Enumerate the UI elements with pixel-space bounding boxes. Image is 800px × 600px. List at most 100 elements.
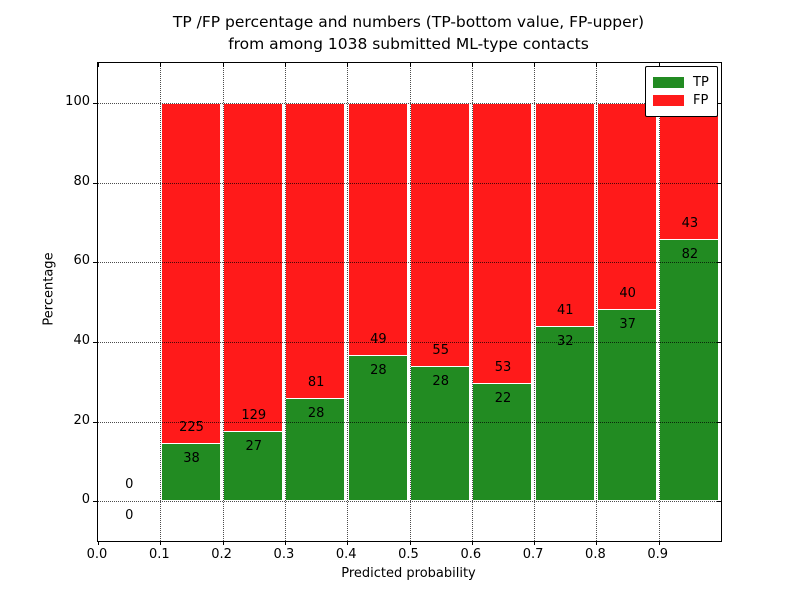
x-tick-label: 0.7 <box>522 547 544 562</box>
fp-bar-segment <box>473 102 532 385</box>
tp-legend-swatch <box>653 77 684 88</box>
x-tick-label: 0.4 <box>335 547 357 562</box>
x-tick-mark <box>347 541 349 545</box>
legend-item-label: FP <box>693 93 709 108</box>
y-tick-label: 80 <box>73 173 90 189</box>
x-tick-label: 0.2 <box>211 547 232 562</box>
tp-bar-segment <box>224 432 283 502</box>
x-tick-mark <box>98 63 99 67</box>
chart-title-line2: from among 1038 submitted ML-type contac… <box>228 35 589 53</box>
tp-bar-segment <box>286 398 345 502</box>
fp-count-label: 129 <box>241 408 267 424</box>
x-tick-mark <box>534 541 536 545</box>
tp-count-label: 38 <box>183 450 200 466</box>
x-tick-mark <box>409 541 411 545</box>
y-tick-mark <box>93 102 97 104</box>
tp-bar-segment <box>348 356 407 502</box>
fp-bar-segment <box>597 102 656 310</box>
tp-bar-segment <box>660 239 719 502</box>
tp-count-label: 22 <box>494 391 512 407</box>
tp-count-label: 0 <box>125 508 134 524</box>
x-tick-mark <box>347 63 349 67</box>
x-tick-mark <box>284 541 286 545</box>
y-tick-mark <box>717 182 721 184</box>
fp-count-label: 0 <box>125 477 134 493</box>
x-gridline <box>347 63 349 541</box>
y-tick-mark <box>717 341 721 343</box>
tp-bar-segment <box>411 366 469 502</box>
fp-count-label: 55 <box>432 342 449 358</box>
chart-title-line1: TP /FP percentage and numbers (TP-bottom… <box>172 13 645 31</box>
x-gridline <box>658 63 660 541</box>
y-tick-label: 60 <box>73 253 90 269</box>
x-tick-label: 0.6 <box>460 547 482 562</box>
y-tick-mark <box>717 102 721 104</box>
plot-area: 0 0 225 38 129 27 81 28 49 28 55 28 53 22 41 32 40 37 43 82 <box>93 62 722 545</box>
x-tick-mark <box>596 63 598 67</box>
x-gridline <box>471 63 473 541</box>
fp-count-label: 53 <box>494 360 512 376</box>
x-gridline <box>596 63 598 541</box>
y-tick-mark <box>717 262 721 264</box>
tp-count-label: 32 <box>557 333 574 349</box>
fp-count-label: 49 <box>370 332 387 348</box>
y-tick-mark <box>717 421 721 423</box>
x-tick-label: 0.0 <box>86 547 108 562</box>
tp-count-label: 82 <box>681 246 699 262</box>
y-tick-label: 20 <box>73 412 90 428</box>
legend: TP FP <box>645 66 718 117</box>
fp-count-label: 40 <box>619 285 636 301</box>
x-tick-mark <box>471 63 473 67</box>
fp-count-label: 41 <box>557 302 574 318</box>
fp-bar-segment <box>535 102 594 327</box>
x-tick-mark <box>596 541 598 545</box>
fp-count-label: 81 <box>307 374 325 390</box>
fp-bar-segment <box>224 102 283 433</box>
fp-bar-segment <box>161 102 220 444</box>
x-tick-mark <box>534 63 536 67</box>
tp-count-label: 37 <box>619 316 636 332</box>
x-tick-label: 0.5 <box>398 547 419 562</box>
tp-count-label: 28 <box>432 373 449 389</box>
y-tick-mark <box>717 501 721 503</box>
y-tick-mark <box>93 262 97 264</box>
tp-bar-segment <box>473 384 532 502</box>
x-tick-mark <box>160 63 162 67</box>
x-gridline <box>222 63 224 541</box>
x-tick-mark <box>98 541 99 545</box>
y-tick-label: 100 <box>65 93 90 109</box>
x-tick-mark <box>658 63 660 67</box>
tp-count-label: 28 <box>370 363 387 379</box>
x-tick-mark <box>409 63 411 67</box>
x-tick-label: 0.1 <box>148 547 170 562</box>
x-tick-mark <box>160 541 162 545</box>
x-gridline <box>409 63 411 541</box>
fp-count-label: 225 <box>179 419 204 435</box>
y-tick-label: 40 <box>73 332 90 348</box>
x-axis-label: Predicted probability <box>341 566 476 581</box>
tp-count-label: 28 <box>307 405 325 421</box>
y-tick-mark <box>93 182 97 184</box>
fp-bar-segment <box>348 102 407 357</box>
fp-bar-segment <box>411 102 469 367</box>
fp-bar-segment <box>660 102 719 240</box>
x-tick-mark <box>471 541 473 545</box>
x-tick-mark <box>284 63 286 67</box>
x-tick-mark <box>222 63 224 67</box>
tp-count-label: 27 <box>245 439 263 455</box>
y-tick-label: 0 <box>81 492 90 508</box>
tp-bar-segment <box>161 443 220 502</box>
tp-bar-segment <box>597 309 656 502</box>
legend-item: TP <box>653 75 709 90</box>
x-gridline <box>160 63 162 541</box>
x-tick-label: 0.3 <box>273 547 295 562</box>
fp-bar-segment <box>286 102 345 399</box>
y-tick-mark <box>93 341 97 343</box>
fp-legend-swatch <box>653 95 684 106</box>
legend-item: FP <box>653 93 709 108</box>
x-tick-label: 0.8 <box>585 547 606 562</box>
chart-title: TP /FP percentage and numbers (TP-bottom… <box>97 11 720 55</box>
y-tick-mark <box>93 421 97 423</box>
legend-item-label: TP <box>693 75 709 90</box>
